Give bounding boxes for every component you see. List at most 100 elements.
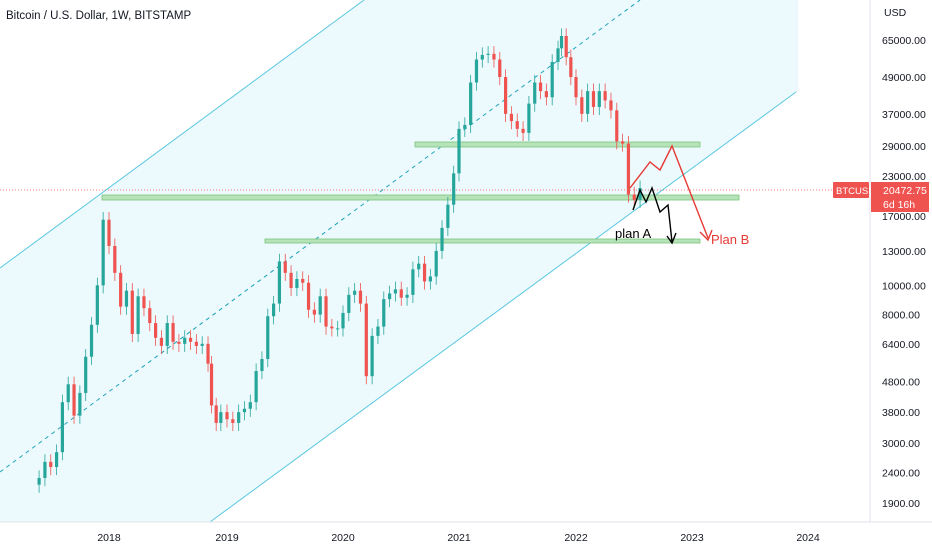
candle-body bbox=[434, 250, 438, 277]
candle bbox=[463, 117, 467, 137]
candle-body bbox=[206, 343, 210, 364]
candle bbox=[428, 268, 432, 290]
candle-body bbox=[580, 97, 584, 114]
candle-body bbox=[559, 36, 564, 49]
plan-a-arrowhead bbox=[666, 232, 677, 245]
channel-fill bbox=[0, 0, 796, 522]
candle-body bbox=[289, 272, 293, 288]
candle bbox=[446, 197, 450, 237]
channel-edge bbox=[796, 0, 798, 92]
candle-body bbox=[509, 113, 514, 122]
candle bbox=[206, 336, 210, 372]
candle bbox=[411, 261, 415, 303]
time-tick-label: 2024 bbox=[796, 532, 820, 544]
candle-body bbox=[452, 173, 456, 205]
candle-body bbox=[119, 272, 123, 307]
candle bbox=[399, 281, 403, 306]
candle bbox=[306, 275, 311, 318]
candle-body bbox=[521, 128, 525, 133]
candle bbox=[358, 283, 363, 312]
candle bbox=[119, 265, 123, 315]
candle bbox=[603, 83, 607, 109]
candle-body bbox=[405, 294, 409, 298]
candle-body bbox=[277, 261, 282, 304]
candle-body bbox=[200, 343, 204, 346]
candle bbox=[559, 28, 564, 57]
candle bbox=[341, 305, 345, 337]
candle bbox=[615, 102, 619, 150]
candle bbox=[312, 302, 316, 323]
candle bbox=[148, 300, 152, 332]
candle-body bbox=[142, 296, 146, 309]
price-tick-label: 3800.00 bbox=[882, 407, 920, 419]
candle bbox=[95, 277, 99, 333]
candle bbox=[597, 83, 601, 116]
time-tick-label: 2019 bbox=[215, 532, 239, 544]
candle-body bbox=[330, 326, 334, 329]
price-tick-label: 37000.00 bbox=[882, 109, 926, 121]
candle-body bbox=[615, 110, 619, 142]
candle bbox=[621, 133, 625, 152]
candle-body bbox=[428, 276, 432, 282]
candle-body bbox=[480, 54, 484, 60]
candle-body bbox=[183, 337, 187, 344]
candle-body bbox=[78, 392, 82, 416]
candle-body bbox=[393, 289, 398, 294]
channel-lower-line bbox=[209, 91, 797, 523]
candle bbox=[260, 351, 264, 380]
candle bbox=[142, 288, 146, 317]
price-tick-label: 23000.00 bbox=[882, 171, 926, 183]
candle-body bbox=[353, 290, 357, 295]
candle-body bbox=[130, 290, 134, 334]
candle bbox=[200, 336, 204, 354]
candle bbox=[550, 54, 554, 106]
candle-body bbox=[626, 143, 631, 195]
candle-body bbox=[72, 384, 76, 416]
candle bbox=[54, 444, 59, 476]
candle bbox=[638, 180, 642, 208]
price-tick-label: 65000.00 bbox=[882, 35, 926, 47]
candle-layer bbox=[37, 28, 642, 493]
candle-body bbox=[101, 219, 105, 286]
candle bbox=[66, 376, 70, 411]
plan-layer: plan A Plan B bbox=[615, 144, 749, 247]
candle-body bbox=[440, 227, 444, 251]
candle-body bbox=[388, 293, 392, 300]
candle-body bbox=[312, 309, 316, 315]
candle bbox=[101, 212, 105, 294]
price-tick-label: 13000.00 bbox=[882, 246, 926, 258]
candle-body bbox=[37, 477, 41, 485]
candle bbox=[347, 287, 351, 322]
time-axis[interactable]: 2018 2019 2020 2021 2022 2023 2024 bbox=[0, 521, 932, 544]
candle bbox=[113, 238, 117, 281]
candle bbox=[474, 51, 479, 91]
candle-body bbox=[463, 124, 467, 129]
candle-body bbox=[254, 371, 258, 403]
candle bbox=[324, 288, 328, 335]
candle bbox=[107, 212, 111, 255]
candle bbox=[231, 411, 235, 432]
candle bbox=[440, 220, 444, 260]
candle bbox=[165, 315, 169, 354]
time-tick-label: 2021 bbox=[447, 532, 471, 544]
candle bbox=[364, 295, 368, 385]
candle bbox=[171, 315, 175, 350]
candle-body bbox=[237, 412, 241, 423]
time-tick-label: 2022 bbox=[564, 532, 588, 544]
candle-body bbox=[457, 128, 461, 174]
price-axis[interactable]: USD 65000.00 49000.00 37000.00 29000.00 23000… bbox=[833, 0, 929, 522]
candle-body bbox=[498, 59, 502, 78]
candle-body bbox=[248, 402, 252, 409]
candle bbox=[37, 470, 41, 493]
candle-body bbox=[538, 82, 543, 92]
candle-body bbox=[295, 278, 299, 288]
candle bbox=[509, 106, 514, 130]
candle-body bbox=[336, 328, 340, 330]
candle bbox=[154, 315, 158, 346]
candle bbox=[521, 121, 525, 141]
candle bbox=[272, 295, 276, 325]
candle bbox=[330, 318, 334, 337]
price-tick-label: 49000.00 bbox=[882, 72, 926, 84]
candle-body bbox=[214, 405, 218, 423]
